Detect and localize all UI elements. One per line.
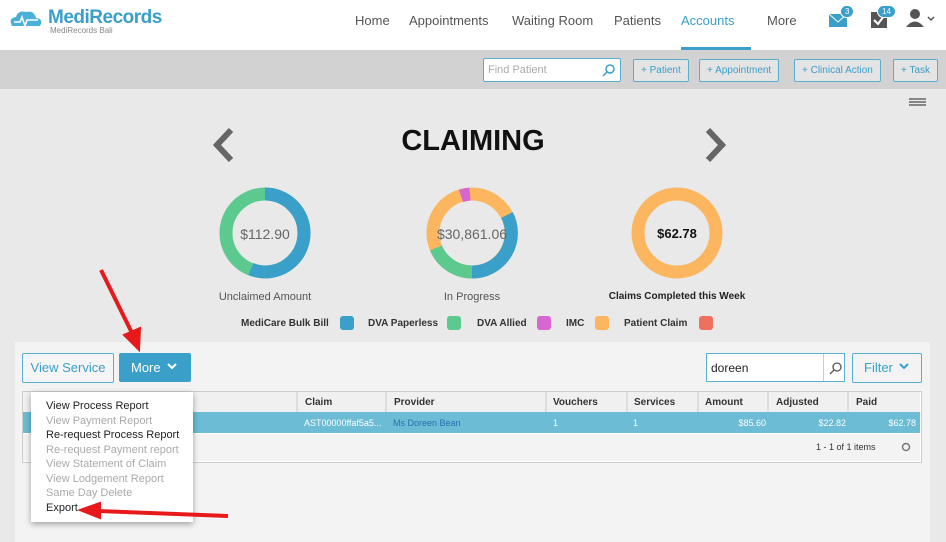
search-icon — [829, 362, 842, 375]
card-value: $30,861.06 — [436, 226, 508, 242]
legend-swatch — [595, 316, 609, 330]
menu-item[interactable]: View Process Report — [46, 400, 149, 412]
cell: 1 — [553, 418, 559, 428]
nav-item[interactable]: Accounts — [681, 13, 735, 28]
placeholder: Find Patient — [488, 64, 547, 76]
menu-item[interactable]: Re-request Process Report — [46, 429, 180, 441]
card-label: Unclaimed Amount — [218, 291, 312, 303]
legend-label: DVA Paperless — [368, 318, 439, 329]
view-service-button[interactable]: View Service — [22, 353, 114, 383]
dropdown-menu — [31, 392, 193, 522]
legend-swatch — [537, 316, 551, 330]
table-row[interactable] — [23, 412, 920, 433]
grid-search[interactable]: doreen — [706, 353, 845, 382]
brand-name: MediRecords — [48, 7, 162, 28]
toolbar — [0, 50, 946, 89]
find-patient-input[interactable]: Find Patient — [483, 58, 621, 82]
search-icon — [602, 64, 615, 77]
chevron — [899, 363, 909, 370]
cell: 1 — [633, 418, 639, 428]
nav-active-underline — [681, 47, 751, 50]
donuts — [219, 187, 723, 279]
legend-label: Patient Claim — [624, 318, 688, 329]
menu-item: View Lodgement Report — [46, 472, 164, 485]
menu-item[interactable]: Export — [46, 501, 78, 514]
cell-link[interactable]: Ms Doreen Bean — [393, 418, 461, 428]
card-label: In Progress — [443, 291, 501, 303]
page-title: CLAIMING — [401, 125, 545, 157]
toolbar-button[interactable]: + Clinical Action — [794, 59, 881, 82]
cell: $62.78 — [888, 418, 916, 428]
badge: 14 — [877, 5, 896, 18]
logo-icon — [10, 11, 42, 29]
column-dividers — [296, 392, 849, 412]
nav-item[interactable]: Appointments — [409, 13, 489, 28]
more-button[interactable]: More — [119, 353, 191, 382]
toolbar-button[interactable]: + Appointment — [699, 59, 780, 82]
column-header: Claim — [305, 397, 333, 408]
header — [0, 0, 946, 50]
carousel-arrows — [212, 127, 727, 163]
card-value: $112.90 — [240, 226, 290, 242]
legend-label: IMC — [566, 318, 585, 329]
nav-item[interactable]: Home — [355, 13, 390, 28]
column-header: Adjusted — [776, 397, 819, 408]
legend-swatch — [699, 316, 713, 330]
legend-swatch — [340, 316, 354, 330]
cell: AST00000ffaf5a5... — [304, 418, 382, 428]
column-header: Paid — [856, 397, 878, 408]
user-icon[interactable] — [906, 8, 936, 28]
cell: $22.82 — [818, 418, 846, 428]
pager-info: 1 - 1 of 1 items — [816, 442, 876, 452]
column-header: Amount — [705, 397, 743, 408]
filter-label: Filter — [864, 360, 893, 375]
divider — [823, 354, 824, 381]
legend-swatch — [447, 316, 461, 330]
column-header: Vouchers — [553, 397, 598, 408]
menu-item: View Payment Report — [46, 414, 153, 427]
column-header: Services — [634, 397, 676, 408]
column-header: Provider — [394, 397, 435, 408]
nav-item[interactable]: More — [767, 13, 797, 28]
menu-item: View Statement of Claim — [46, 458, 167, 470]
card-value: $62.78 — [657, 226, 697, 241]
nav-item[interactable]: Patients — [614, 13, 661, 28]
refresh-icon[interactable] — [900, 441, 912, 453]
legend-label: MediCare Bulk Bill — [241, 318, 329, 329]
badge: 3 — [840, 5, 855, 18]
filter-button[interactable]: Filter — [852, 353, 922, 383]
chevron — [166, 363, 177, 370]
cell: $85.60 — [738, 418, 766, 428]
toolbar-button[interactable]: + Task — [893, 59, 938, 82]
more-label: More — [131, 360, 161, 375]
toolbar-button[interactable]: + Patient — [633, 59, 689, 82]
nav-item[interactable]: Waiting Room — [512, 13, 594, 28]
menu-item: Re-request Payment report — [46, 443, 179, 456]
menu-item: Same Day Delete — [46, 487, 133, 499]
card-label: Claims Completed this Week — [608, 291, 746, 302]
search-value: doreen — [711, 361, 749, 375]
brand-subtitle: MediRecords Bali — [50, 26, 113, 35]
menu-icon[interactable] — [908, 97, 928, 107]
legend-label: DVA Allied — [477, 318, 527, 329]
